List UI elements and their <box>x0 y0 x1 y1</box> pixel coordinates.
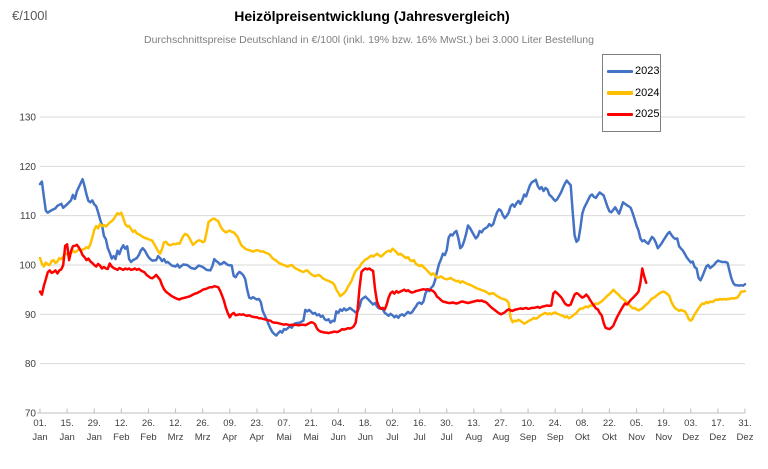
x-tick-label-day: 05. <box>630 418 643 429</box>
x-tick-label-day: 03. <box>684 418 697 429</box>
x-tick-label-day: 22. <box>603 418 616 429</box>
x-tick-label-month: Mrz <box>195 432 211 443</box>
x-tick-label-day: 07. <box>277 418 290 429</box>
x-tick-label-month: Nov <box>628 432 645 443</box>
legend-label-2023: 2023 <box>635 64 660 77</box>
x-tick-label-day: 04. <box>332 418 345 429</box>
x-tick-label-month: Mrz <box>168 432 184 443</box>
x-tick-label-day: 31. <box>738 418 751 429</box>
y-tick-label: 130 <box>19 113 36 124</box>
x-tick-label-month: Dez <box>682 432 699 443</box>
x-tick-label-day: 26. <box>196 418 209 429</box>
legend-item-2024[interactable]: 2024 <box>603 86 660 99</box>
x-tick-label-month: Apr <box>222 432 237 443</box>
y-tick-label: 70 <box>25 409 37 420</box>
y-tick-label: 110 <box>20 211 36 222</box>
x-tick-label-month: Jul <box>441 432 453 443</box>
x-tick-label-day: 08. <box>576 418 589 429</box>
legend-label-2025: 2025 <box>635 108 660 121</box>
x-tick-label-day: 10. <box>521 418 534 429</box>
x-tick-label-month: Dez <box>709 432 726 443</box>
chart-title: Heizölpreisentwicklung (Jahresvergleich) <box>234 8 510 24</box>
x-tick-label-month: Jul <box>386 432 398 443</box>
x-tick-label-month: Dez <box>737 432 754 443</box>
x-tick-label-day: 19. <box>657 418 670 429</box>
series-line-2023 <box>38 177 747 337</box>
chart-legend: 2023 2024 2025 <box>602 54 661 132</box>
x-tick-label-day: 15. <box>61 418 74 429</box>
x-tick-label-month: Aug <box>493 432 510 443</box>
x-tick-label-month: Jan <box>59 432 74 443</box>
x-tick-label-day: 18. <box>359 418 372 429</box>
x-tick-label-month: Apr <box>250 432 265 443</box>
x-tick-label-day: 13. <box>467 418 480 429</box>
x-tick-label-month: Aug <box>465 432 482 443</box>
legend-label-2024: 2024 <box>635 86 660 99</box>
x-tick-label-day: 23. <box>250 418 263 429</box>
x-tick-label-day: 21. <box>305 418 318 429</box>
y-axis-unit-label: €/100l <box>12 8 48 23</box>
x-tick-label-day: 17. <box>711 418 724 429</box>
x-tick-label-month: Jul <box>414 432 426 443</box>
y-tick-label: 90 <box>25 310 37 321</box>
x-tick-label-month: Sep <box>547 432 564 443</box>
series-line-2025 <box>38 243 648 335</box>
legend-line-swatch-2025 <box>607 113 633 117</box>
legend-item-2025[interactable]: 2025 <box>603 109 660 120</box>
x-tick-label-month: Nov <box>655 432 672 443</box>
x-tick-label-day: 24. <box>549 418 562 429</box>
x-tick-label-month: Jun <box>331 432 346 443</box>
x-tick-label-day: 29. <box>88 418 101 429</box>
y-tick-label: 100 <box>19 261 36 272</box>
y-tick-label: 120 <box>19 162 36 173</box>
x-tick-label-day: 12. <box>169 418 182 429</box>
y-tick-label: 80 <box>25 359 37 370</box>
chart-subtitle: Durchschnittspreise Deutschland in €/100… <box>144 34 594 46</box>
x-tick-label-day: 12. <box>115 418 128 429</box>
x-tick-label-month: Okt <box>602 432 617 443</box>
x-tick-label-month: Mai <box>303 432 318 443</box>
x-tick-label-month: Sep <box>520 432 537 443</box>
x-tick-label-month: Jun <box>358 432 373 443</box>
x-tick-label-month: Jan <box>87 432 102 443</box>
x-tick-label-day: 27. <box>494 418 507 429</box>
legend-line-swatch-2023 <box>607 69 633 73</box>
x-tick-label-day: 26. <box>142 418 155 429</box>
x-tick-label-month: Okt <box>575 432 590 443</box>
x-tick-label-month: Feb <box>113 432 129 443</box>
x-tick-label-day: 16. <box>413 418 426 429</box>
legend-line-swatch-2024 <box>607 91 633 95</box>
legend-item-2023[interactable]: 2023 <box>603 64 660 77</box>
x-tick-label-month: Feb <box>140 432 156 443</box>
x-tick-label-day: 02. <box>386 418 399 429</box>
x-tick-label-month: Jan <box>32 432 47 443</box>
x-tick-label-day: 30. <box>440 418 453 429</box>
x-tick-label-month: Mai <box>276 432 291 443</box>
x-tick-label-day: 01. <box>33 418 46 429</box>
x-tick-label-day: 09. <box>223 418 236 429</box>
